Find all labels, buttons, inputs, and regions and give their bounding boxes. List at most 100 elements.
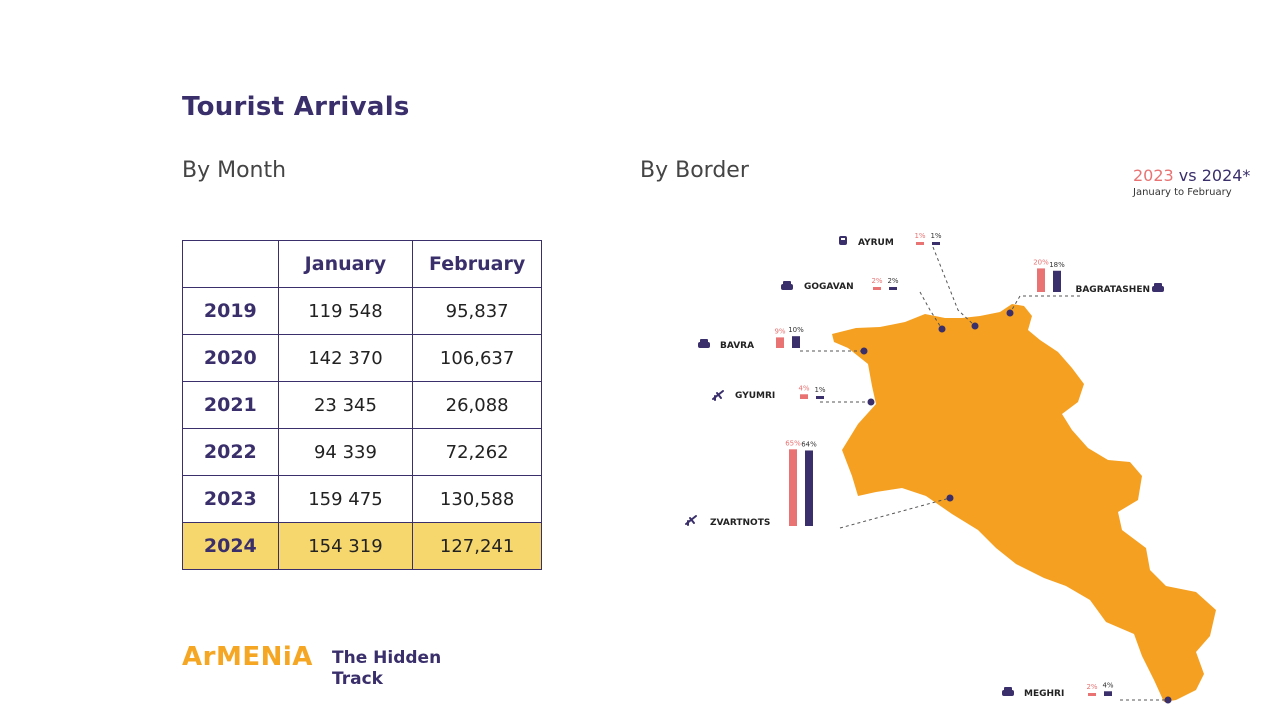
car-icon-roof xyxy=(700,339,708,343)
bar-2023 xyxy=(800,394,808,399)
bar-2023 xyxy=(776,337,784,348)
leader-line xyxy=(839,497,951,529)
car-icon-body xyxy=(1152,286,1164,292)
data-label-2023: 65% xyxy=(785,439,801,447)
train-icon-body xyxy=(839,236,847,245)
february-cell: 106,637 xyxy=(412,334,542,382)
car-icon-body xyxy=(698,342,710,348)
car-icon-roof xyxy=(1004,687,1012,691)
plane-icon xyxy=(685,515,697,526)
border-label: GOGAVAN xyxy=(804,282,854,292)
legend-2024: 2024* xyxy=(1201,166,1251,185)
border-point xyxy=(971,322,979,330)
data-label-2024: 64% xyxy=(801,440,817,448)
table-header-row: January February xyxy=(182,240,542,288)
data-label-2024: 4% xyxy=(1102,681,1113,689)
bar-2024 xyxy=(792,336,800,348)
header-cell-february: February xyxy=(412,240,542,288)
table-row: 2021 23 345 26,088 xyxy=(182,381,542,429)
page-title: Tourist Arrivals xyxy=(182,92,410,122)
table-row: 2020 142 370 106,637 xyxy=(182,334,542,382)
car-icon xyxy=(698,339,710,348)
table-row: 2023 159 475 130,588 xyxy=(182,475,542,523)
legend-2023: 2023 xyxy=(1133,166,1174,185)
by-month-heading: By Month xyxy=(182,158,287,183)
data-label-2023: 9% xyxy=(774,327,785,335)
data-label-2023: 2% xyxy=(871,277,882,285)
table-row: 2019 119 548 95,837 xyxy=(182,287,542,335)
car-icon xyxy=(781,281,793,290)
car-icon xyxy=(1152,283,1164,292)
train-icon-window xyxy=(841,238,845,240)
year-cell: 2021 xyxy=(182,381,279,429)
bar-2023 xyxy=(789,449,797,526)
year-cell: 2024 xyxy=(182,522,279,570)
border-label: BAVRA xyxy=(720,341,754,351)
border-point xyxy=(860,347,868,355)
leader-line xyxy=(919,291,943,330)
bar-2024 xyxy=(805,450,813,526)
bar-2024 xyxy=(889,287,897,290)
data-label-2023: 1% xyxy=(914,232,925,240)
legend-period: January to February xyxy=(1133,187,1232,198)
chart-legend: 2023 vs 2024* January to February xyxy=(1133,166,1250,198)
armenia-map-shape xyxy=(832,304,1216,702)
data-label-2023: 2% xyxy=(1086,683,1097,691)
table-row: 2022 94 339 72,262 xyxy=(182,428,542,476)
january-cell: 159 475 xyxy=(277,475,414,523)
by-border-heading: By Border xyxy=(640,158,749,183)
brand-tagline: The Hidden Track xyxy=(332,648,442,689)
arrivals-table: January February 2019 119 548 95,837 202… xyxy=(182,240,542,570)
data-label-2024: 1% xyxy=(814,386,825,394)
bar-2024 xyxy=(1104,691,1112,696)
february-cell: 130,588 xyxy=(412,475,542,523)
plane-icon xyxy=(712,390,724,401)
data-label-2023: 4% xyxy=(798,384,809,392)
bar-2024 xyxy=(816,396,824,399)
car-icon xyxy=(1002,687,1014,696)
border-label: ZVARTNOTS xyxy=(710,518,770,528)
table-row-highlighted: 2024 154 319 127,241 xyxy=(182,522,542,570)
data-label-2024: 10% xyxy=(788,326,804,334)
february-cell: 127,241 xyxy=(412,522,542,570)
car-icon-roof xyxy=(1154,283,1162,287)
border-label: AYRUM xyxy=(858,238,894,248)
bar-2024 xyxy=(1053,270,1061,292)
border-point xyxy=(1006,309,1014,317)
year-cell: 2022 xyxy=(182,428,279,476)
armenia-brand-logo: ArMENiA xyxy=(182,642,313,672)
leader-line xyxy=(932,246,976,327)
data-label-2024: 18% xyxy=(1049,261,1065,269)
car-icon-body xyxy=(1002,690,1014,696)
year-cell: 2020 xyxy=(182,334,279,382)
data-label-2024: 1% xyxy=(930,232,941,240)
january-cell: 94 339 xyxy=(277,428,414,476)
train-icon xyxy=(839,236,847,245)
border-label: GYUMRI xyxy=(735,391,775,401)
bar-2023 xyxy=(916,242,924,245)
header-cell-empty xyxy=(182,240,279,288)
legend-vs: vs xyxy=(1173,166,1202,185)
january-cell: 119 548 xyxy=(277,287,414,335)
border-point xyxy=(946,494,954,502)
february-cell: 26,088 xyxy=(412,381,542,429)
february-cell: 72,262 xyxy=(412,428,542,476)
bar-2023 xyxy=(1088,693,1096,696)
border-label: BAGRATASHEN xyxy=(1075,285,1150,295)
data-label-2024: 2% xyxy=(887,277,898,285)
border-point xyxy=(938,325,946,333)
data-label-2023: 20% xyxy=(1033,258,1049,266)
bar-2023 xyxy=(873,287,881,290)
january-cell: 154 319 xyxy=(277,522,414,570)
january-cell: 142 370 xyxy=(277,334,414,382)
border-point xyxy=(1164,696,1172,704)
february-cell: 95,837 xyxy=(412,287,542,335)
car-icon-body xyxy=(781,284,793,290)
bar-2023 xyxy=(1037,268,1045,292)
car-icon-roof xyxy=(783,281,791,285)
bar-2024 xyxy=(932,242,940,245)
border-label: MEGHRI xyxy=(1024,689,1064,699)
leader-line xyxy=(1009,295,1080,314)
border-point xyxy=(867,398,875,406)
